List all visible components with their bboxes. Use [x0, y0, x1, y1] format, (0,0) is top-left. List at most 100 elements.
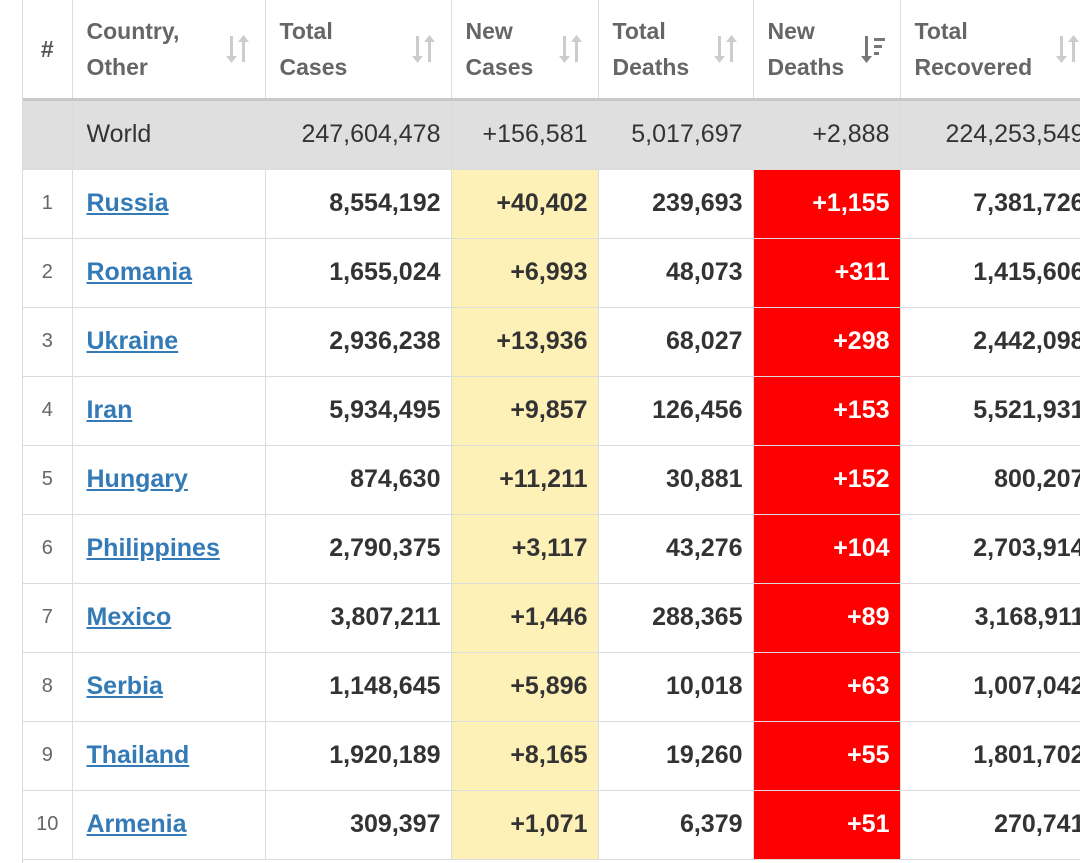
row-new-cases: +5,896 [451, 652, 599, 722]
row-country-cell: Romania [72, 238, 266, 308]
row-total-recovered: 2,442,098 [900, 307, 1080, 377]
row-country-cell: Iran [72, 376, 266, 446]
row-total-deaths: 239,693 [598, 169, 754, 239]
row-total-recovered: 7,381,726 [900, 169, 1080, 239]
country-link[interactable]: Mexico [86, 603, 172, 631]
row-total-cases: 5,934,495 [265, 376, 452, 446]
header-country-line2: Other [86, 53, 148, 80]
row-total-cases: 1,655,024 [265, 238, 452, 308]
row-new-deaths: +55 [753, 721, 901, 791]
table-row: 2 Romania 1,655,024 +6,993 48,073 +311 1… [23, 238, 1080, 308]
row-num: 9 [23, 721, 73, 791]
row-num: 6 [23, 514, 73, 584]
row-total-recovered: 270,741 [900, 790, 1080, 860]
row-total-deaths: 6,379 [598, 790, 754, 860]
row-country-cell: Thailand [72, 721, 266, 791]
header-new-deaths[interactable]: New Deaths [753, 0, 901, 101]
header-total-cases[interactable]: Total Cases [265, 0, 452, 101]
row-num: 4 [23, 376, 73, 446]
country-link[interactable]: Armenia [86, 810, 187, 838]
row-total-recovered: 3,168,911 [900, 583, 1080, 653]
row-new-deaths: +311 [753, 238, 901, 308]
sort-descending-icon[interactable] [860, 34, 886, 64]
row-new-cases: +1,446 [451, 583, 599, 653]
row-new-deaths: +63 [753, 652, 901, 722]
row-num: 2 [23, 238, 73, 308]
row-num: 10 [23, 790, 73, 860]
sort-updown-icon[interactable] [713, 34, 739, 64]
row-total-deaths: 43,276 [598, 514, 754, 584]
header-country[interactable]: Country, Other [72, 0, 266, 101]
world-new-cases: +156,581 [451, 99, 599, 170]
country-link[interactable]: Ukraine [86, 327, 179, 355]
header-new-cases-line1: New [465, 17, 513, 44]
row-country-cell: Ukraine [72, 307, 266, 377]
row-total-recovered: 1,007,042 [900, 652, 1080, 722]
row-country-cell: Russia [72, 169, 266, 239]
header-total-cases-line1: Total [279, 17, 333, 44]
header-total-deaths-line2: Deaths [612, 53, 690, 80]
country-link[interactable]: Romania [86, 258, 193, 286]
table-row: 10 Armenia 309,397 +1,071 6,379 +51 270,… [23, 790, 1080, 860]
row-new-deaths: +1,155 [753, 169, 901, 239]
row-new-deaths: +153 [753, 376, 901, 446]
world-new-deaths: +2,888 [753, 99, 901, 170]
row-total-cases: 2,936,238 [265, 307, 452, 377]
country-link[interactable]: Iran [86, 396, 133, 424]
header-total-recovered-line1: Total [914, 17, 968, 44]
sort-updown-icon[interactable] [558, 34, 584, 64]
world-total-deaths: 5,017,697 [598, 99, 754, 170]
row-total-deaths: 68,027 [598, 307, 754, 377]
row-total-deaths: 288,365 [598, 583, 754, 653]
table-body: World 247,604,478 +156,581 5,017,697 +2,… [23, 99, 1080, 860]
covid-table-container: # Country, Other Total Cases New [22, 0, 1080, 863]
header-new-deaths-line1: New [767, 17, 815, 44]
country-link[interactable]: Hungary [86, 465, 188, 493]
header-num[interactable]: # [23, 0, 73, 101]
row-new-cases: +11,211 [451, 445, 599, 515]
row-new-cases: +8,165 [451, 721, 599, 791]
row-country-cell: Hungary [72, 445, 266, 515]
header-new-cases-line2: Cases [465, 53, 534, 80]
row-country-cell: Serbia [72, 652, 266, 722]
table-row: 6 Philippines 2,790,375 +3,117 43,276 +1… [23, 514, 1080, 584]
row-new-deaths: +51 [753, 790, 901, 860]
row-total-deaths: 30,881 [598, 445, 754, 515]
table-row: 8 Serbia 1,148,645 +5,896 10,018 +63 1,0… [23, 652, 1080, 722]
row-total-recovered: 800,207 [900, 445, 1080, 515]
country-link[interactable]: Philippines [86, 534, 220, 562]
row-num: 1 [23, 169, 73, 239]
country-link[interactable]: Serbia [86, 672, 163, 700]
row-country-cell: Armenia [72, 790, 266, 860]
header-total-deaths[interactable]: Total Deaths [598, 0, 754, 101]
header-new-cases[interactable]: New Cases [451, 0, 599, 101]
table-row: 9 Thailand 1,920,189 +8,165 19,260 +55 1… [23, 721, 1080, 791]
row-num: 3 [23, 307, 73, 377]
row-new-cases: +6,993 [451, 238, 599, 308]
row-new-deaths: +298 [753, 307, 901, 377]
table-row: 5 Hungary 874,630 +11,211 30,881 +152 80… [23, 445, 1080, 515]
country-link[interactable]: Russia [86, 189, 169, 217]
sort-updown-icon[interactable] [225, 34, 251, 64]
world-total-cases: 247,604,478 [265, 99, 452, 170]
row-total-recovered: 1,415,606 [900, 238, 1080, 308]
world-num [23, 99, 73, 170]
row-total-cases: 1,148,645 [265, 652, 452, 722]
row-total-deaths: 126,456 [598, 376, 754, 446]
header-row: # Country, Other Total Cases New [23, 0, 1080, 101]
sort-updown-icon[interactable] [1055, 34, 1080, 64]
header-total-recovered[interactable]: Total Recovered [900, 0, 1080, 101]
row-country-cell: Mexico [72, 583, 266, 653]
row-total-cases: 1,920,189 [265, 721, 452, 791]
country-link[interactable]: Thailand [86, 741, 190, 769]
row-new-cases: +1,071 [451, 790, 599, 860]
header-new-deaths-line2: Deaths [767, 53, 845, 80]
sort-updown-icon[interactable] [411, 34, 437, 64]
row-new-deaths: +104 [753, 514, 901, 584]
row-num: 5 [23, 445, 73, 515]
header-total-cases-line2: Cases [279, 53, 348, 80]
row-total-cases: 2,790,375 [265, 514, 452, 584]
table-header: # Country, Other Total Cases New [23, 0, 1080, 101]
row-total-deaths: 10,018 [598, 652, 754, 722]
row-total-deaths: 48,073 [598, 238, 754, 308]
